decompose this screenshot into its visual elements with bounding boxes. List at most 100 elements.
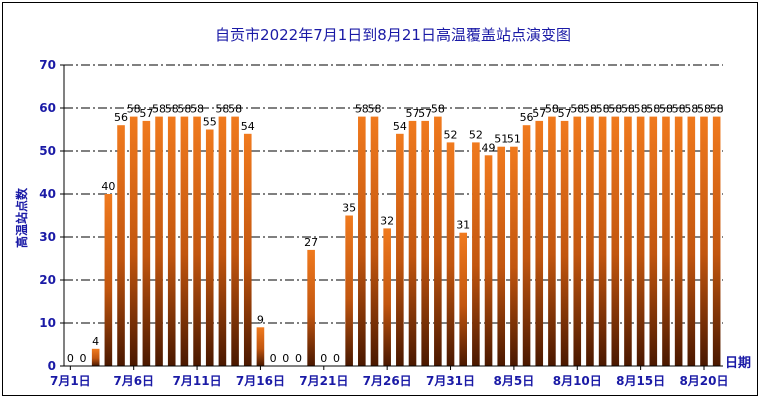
data-label: 57 [532, 107, 546, 120]
bar [243, 133, 252, 366]
data-label: 58 [177, 103, 191, 116]
bar [598, 116, 607, 366]
x-tick-label: 8月5日 [494, 374, 535, 388]
data-label: 0 [333, 352, 340, 365]
bar [104, 194, 113, 366]
x-tick-label: 7月11日 [173, 374, 222, 388]
bar [586, 116, 594, 366]
y-tick-label: 40 [39, 187, 56, 201]
bar [180, 116, 189, 366]
bar [548, 116, 556, 366]
bar [649, 116, 658, 366]
x-tick-label: 8月10日 [553, 374, 602, 388]
y-tick-label: 30 [39, 230, 56, 244]
data-label: 4 [92, 335, 99, 348]
data-label: 57 [406, 107, 420, 120]
bar [383, 228, 391, 366]
bar [408, 120, 417, 367]
x-tick-label: 7月16日 [236, 374, 285, 388]
data-label: 52 [444, 128, 458, 141]
bar [155, 116, 163, 366]
data-label: 58 [431, 103, 445, 116]
x-tick-label: 8月20日 [679, 374, 728, 388]
data-label: 58 [583, 103, 597, 116]
chart-svg: 自贡市2022年7月1日到8月21日高温覆盖站点演变图 高温站点数 日期 0 04… [14, 26, 751, 388]
data-label: 58 [684, 103, 698, 116]
bar [370, 116, 379, 366]
data-label: 58 [367, 103, 381, 116]
y-tick-label: 50 [39, 144, 56, 158]
data-label: 58 [190, 103, 204, 116]
y-tick-label: 0 [48, 359, 56, 373]
bar [231, 116, 239, 366]
data-label: 58 [127, 103, 141, 116]
data-label: 56 [114, 111, 128, 124]
data-label: 31 [456, 219, 470, 232]
data-label: 58 [608, 103, 622, 116]
bar [674, 116, 683, 366]
x-tick-label: 7月1日 [50, 374, 91, 388]
y-tick-label: 60 [39, 101, 56, 115]
data-label: 0 [270, 352, 277, 365]
x-tick-label: 7月26日 [363, 374, 412, 388]
data-label: 58 [646, 103, 660, 116]
data-label: 57 [418, 107, 432, 120]
bar [129, 116, 138, 366]
bar [446, 142, 455, 366]
data-label: 0 [67, 352, 74, 365]
data-label: 51 [507, 133, 521, 146]
data-label: 54 [241, 120, 255, 133]
data-label: 54 [393, 120, 407, 133]
x-tick-label: 8月15日 [616, 374, 665, 388]
bar [193, 116, 201, 366]
data-label: 27 [304, 236, 318, 249]
bar [396, 133, 404, 366]
bar [167, 116, 176, 366]
bar [687, 116, 696, 366]
data-label: 58 [215, 103, 229, 116]
bar [459, 232, 468, 366]
data-label: 55 [203, 116, 217, 129]
bar [218, 116, 227, 366]
data-label: 52 [469, 128, 483, 141]
x-axis-label: 日期 [725, 356, 751, 371]
data-label: 58 [621, 103, 635, 116]
data-label: 58 [697, 103, 711, 116]
bar [421, 120, 429, 367]
y-tick-label: 70 [39, 58, 56, 72]
x-tick-label: 7月6日 [113, 374, 154, 388]
bar [345, 215, 353, 366]
bar [636, 116, 645, 366]
bar [434, 116, 442, 366]
data-label: 51 [494, 133, 508, 146]
data-label: 58 [710, 103, 724, 116]
bar [117, 125, 125, 366]
data-label: 35 [342, 202, 356, 215]
bar [307, 249, 315, 366]
data-label: 40 [101, 180, 115, 193]
data-label: 32 [380, 214, 394, 227]
data-label: 58 [672, 103, 686, 116]
bar [700, 116, 708, 366]
bar [205, 129, 214, 366]
bars [91, 116, 721, 367]
data-label: 0 [80, 352, 87, 365]
y-tick-label: 10 [39, 316, 56, 330]
data-label: 58 [355, 103, 369, 116]
data-label: 57 [139, 107, 153, 120]
bar [573, 116, 582, 366]
data-label: 49 [482, 141, 496, 154]
data-label: 58 [634, 103, 648, 116]
data-label: 56 [520, 111, 534, 124]
x-tick-label: 7月31日 [426, 374, 475, 388]
bar [142, 120, 151, 367]
data-label: 57 [558, 107, 572, 120]
data-label: 58 [228, 103, 242, 116]
bar [91, 348, 100, 366]
data-label: 58 [152, 103, 166, 116]
y-axis-label: 高温站点数 [14, 187, 29, 248]
data-label: 58 [570, 103, 584, 116]
bar [712, 116, 721, 366]
